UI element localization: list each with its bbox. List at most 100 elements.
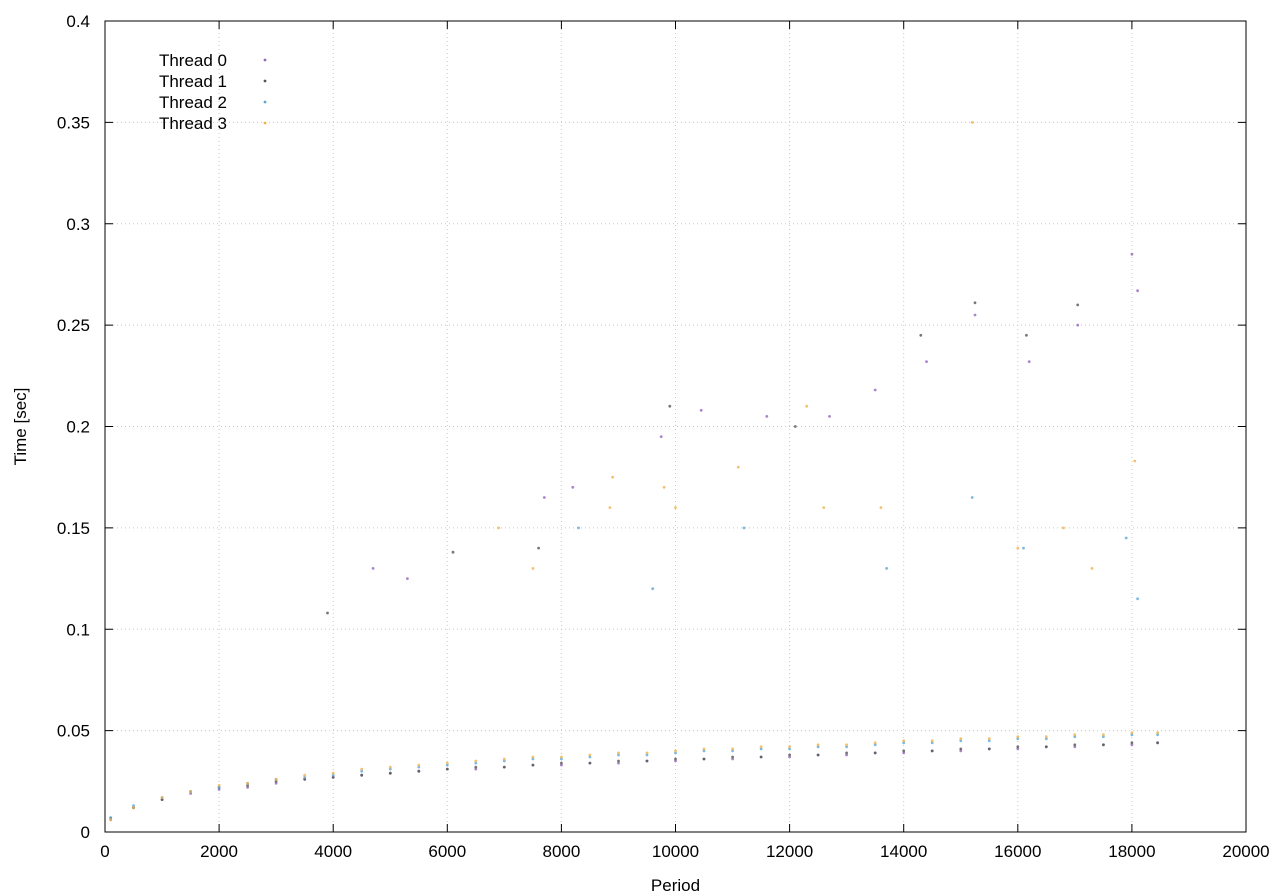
data-point bbox=[959, 749, 963, 753]
data-point bbox=[326, 611, 329, 615]
data-point bbox=[845, 751, 848, 755]
data-point bbox=[902, 751, 906, 755]
data-point bbox=[542, 496, 546, 499]
data-point bbox=[702, 757, 706, 761]
data-point bbox=[1130, 252, 1134, 256]
data-point bbox=[303, 773, 307, 777]
x-tick-label: 8000 bbox=[542, 842, 580, 861]
x-tick-label: 12000 bbox=[766, 842, 813, 861]
y-tick-label: 0.1 bbox=[66, 620, 90, 639]
legend-marker bbox=[263, 100, 267, 104]
data-point bbox=[788, 745, 791, 749]
data-point bbox=[731, 757, 734, 761]
data-point bbox=[959, 737, 963, 741]
data-point bbox=[1027, 360, 1031, 363]
data-point bbox=[132, 806, 135, 810]
data-point bbox=[674, 757, 677, 761]
data-point bbox=[973, 301, 977, 305]
data-point bbox=[1130, 733, 1134, 737]
x-tick-label: 20000 bbox=[1222, 842, 1269, 861]
data-point bbox=[588, 753, 592, 757]
data-point bbox=[816, 745, 820, 749]
data-point bbox=[474, 759, 478, 763]
legend-marker bbox=[263, 121, 267, 125]
x-tick-label: 2000 bbox=[200, 842, 238, 861]
data-point bbox=[560, 755, 563, 759]
data-point bbox=[246, 781, 250, 785]
data-point bbox=[560, 761, 563, 765]
data-point bbox=[417, 765, 421, 769]
legend-label: Thread 2 bbox=[159, 93, 227, 112]
data-point bbox=[645, 753, 649, 757]
data-point bbox=[788, 747, 791, 751]
legend-marker bbox=[263, 79, 267, 83]
x-tick-label: 10000 bbox=[652, 842, 699, 861]
data-point bbox=[1073, 745, 1077, 749]
data-point bbox=[828, 415, 831, 418]
data-point bbox=[674, 751, 677, 755]
data-point bbox=[246, 786, 250, 789]
data-point bbox=[845, 743, 848, 747]
data-point bbox=[1136, 597, 1139, 601]
data-point bbox=[445, 767, 449, 771]
data-point bbox=[970, 121, 974, 124]
data-point bbox=[788, 755, 791, 759]
data-point bbox=[1073, 735, 1077, 739]
data-point bbox=[845, 753, 848, 757]
data-point bbox=[1016, 737, 1020, 741]
x-tick-label: 4000 bbox=[314, 842, 352, 861]
data-point bbox=[702, 747, 706, 751]
y-axis-label: Time [sec] bbox=[11, 388, 30, 466]
data-point bbox=[1156, 731, 1159, 735]
data-point bbox=[1090, 567, 1094, 570]
data-point bbox=[303, 775, 307, 779]
data-point bbox=[1130, 741, 1134, 745]
x-tick-labels: 0 2000 4000 6000 8000 10000 12000 14000 16000 180… bbox=[100, 842, 1269, 861]
data-point bbox=[577, 526, 580, 530]
data-point bbox=[731, 755, 734, 759]
data-point bbox=[189, 790, 193, 793]
data-point bbox=[668, 404, 672, 408]
data-point bbox=[331, 771, 335, 775]
y-tick-label: 0.2 bbox=[66, 418, 90, 437]
data-point bbox=[132, 804, 135, 807]
data-point bbox=[1124, 536, 1128, 540]
data-point bbox=[902, 741, 906, 745]
data-point bbox=[1044, 735, 1048, 739]
data-point bbox=[674, 749, 677, 753]
data-point bbox=[987, 739, 991, 743]
data-point bbox=[246, 784, 250, 787]
data-point bbox=[274, 777, 278, 781]
data-point bbox=[1044, 737, 1048, 741]
data-point bbox=[531, 763, 535, 767]
data-point bbox=[885, 567, 888, 570]
data-point bbox=[805, 404, 809, 408]
legend-label: Thread 0 bbox=[159, 51, 227, 70]
data-point bbox=[873, 741, 877, 745]
data-point bbox=[303, 777, 307, 781]
data-point bbox=[1022, 546, 1025, 550]
data-point bbox=[451, 550, 455, 554]
data-point bbox=[531, 755, 535, 759]
data-point bbox=[388, 767, 392, 771]
data-point bbox=[217, 786, 221, 789]
data-point bbox=[571, 485, 575, 489]
data-point bbox=[617, 761, 620, 765]
x-tick-label: 0 bbox=[100, 842, 109, 861]
y-tick-label: 0.15 bbox=[57, 519, 90, 538]
data-point bbox=[617, 753, 620, 757]
data-point bbox=[1136, 289, 1139, 293]
data-point bbox=[845, 745, 848, 749]
data-point bbox=[474, 765, 478, 769]
data-point bbox=[474, 767, 478, 771]
data-point bbox=[793, 425, 797, 428]
data-point bbox=[702, 749, 706, 753]
data-point bbox=[371, 567, 375, 570]
data-point bbox=[1016, 735, 1020, 739]
data-point bbox=[919, 333, 923, 337]
data-point bbox=[822, 506, 826, 509]
data-point bbox=[873, 751, 877, 755]
data-point bbox=[388, 771, 392, 775]
